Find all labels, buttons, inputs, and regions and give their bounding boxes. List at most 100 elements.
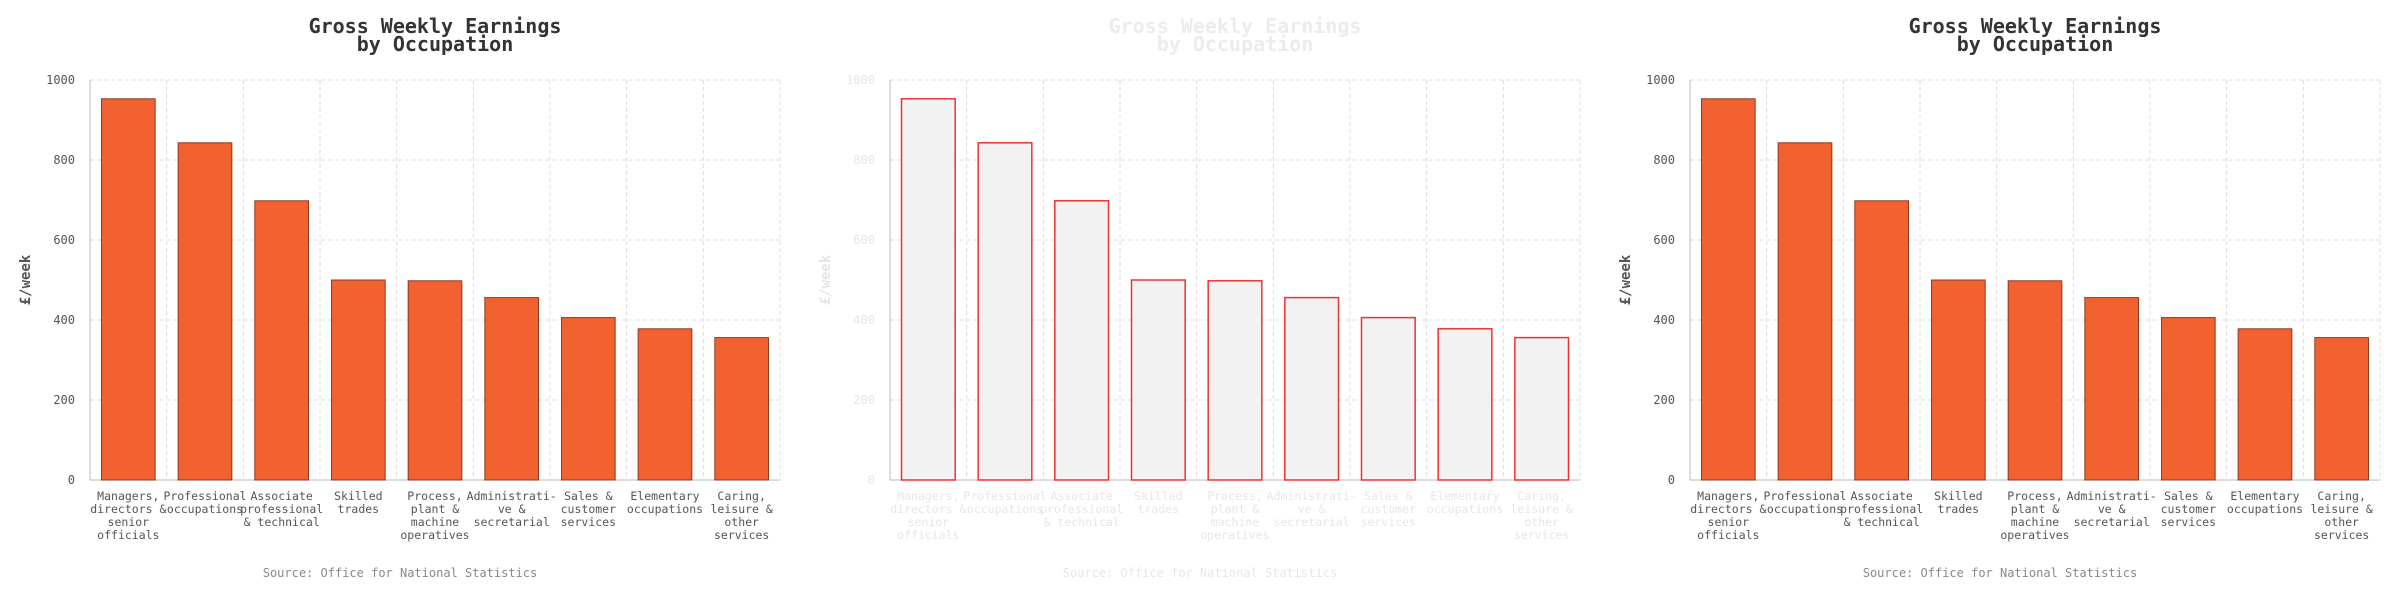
bar-left-7 (637, 328, 693, 481)
bar-left-4 (407, 280, 463, 481)
x-category-label-line: leisure & (2311, 502, 2373, 516)
chart-svg-right: Gross Weekly Earnings by Occupation 0 200 40… (1618, 14, 2381, 580)
x-category-label-line: services (1361, 515, 1416, 529)
x-category-label-line: ve & (498, 502, 526, 516)
x-category-label-line: professional (1040, 502, 1123, 516)
chart-title-line: by Occupation (357, 32, 514, 56)
x-category-label-line: Managers, (897, 489, 959, 503)
y-tick-label: 0 (868, 473, 875, 487)
bar-left-8 (714, 337, 769, 481)
chart-title-line: by Occupation (1157, 32, 1314, 56)
bar-middle-2 (1054, 200, 1110, 481)
y-axis-title: £/week (818, 254, 834, 305)
x-category-label-line: senior (108, 515, 150, 529)
x-category-label-line: Process, (2007, 489, 2062, 503)
source-caption: Source: Office for National Statistics (1063, 566, 1338, 580)
chart-svg-middle: Gross Weekly Earnings by Occupation 0 200 40… (818, 14, 1581, 580)
x-category-label-line: directors & (1690, 502, 1766, 516)
source-caption: Source: Office for National Statistics (1863, 566, 2138, 580)
x-category-label-line: machine (1211, 515, 1260, 529)
x-category-label-line: Skilled (1134, 489, 1182, 503)
x-category-label-line: Administrati- (2067, 489, 2157, 503)
x-category-label-line: & technical (1044, 515, 1120, 529)
x-category-label-line: operatives (2000, 528, 2069, 542)
x-category-label-line: Administrati- (467, 489, 557, 503)
y-tick-label: 1000 (846, 73, 875, 87)
x-category-label-line: & technical (1844, 515, 1920, 529)
x-category-label-line: officials (97, 528, 159, 542)
y-tick-label: 800 (1653, 153, 1675, 167)
x-category-label-line: machine (411, 515, 460, 529)
x-category-label: Administrati-ve & secretarial (2067, 489, 2157, 529)
x-category-label-line: Managers, (1697, 489, 1759, 503)
y-tick-label: 400 (853, 313, 875, 327)
x-category-label-line: occupations (1427, 502, 1503, 516)
x-category-label-line: operatives (400, 528, 469, 542)
y-tick-label: 0 (68, 473, 75, 487)
x-category-label-line: services (714, 528, 769, 542)
x-category-label: Sales & customer services (2161, 489, 2216, 529)
bar-right-2 (1854, 200, 1909, 481)
x-category-label: Professional occupations (1763, 489, 1846, 516)
x-category-label-line: trades (338, 502, 380, 516)
x-category-label-line: secretarial (2074, 515, 2150, 529)
x-category-label-line: occupations (967, 502, 1043, 516)
x-category-label-line: Managers, (97, 489, 159, 503)
x-category-label-line: plant & (1211, 502, 1260, 516)
x-category-label-line: leisure & (711, 502, 773, 516)
x-category-label-line: Professional (1763, 489, 1846, 503)
bar-middle-1 (977, 142, 1033, 481)
bar-middle-0 (900, 98, 956, 481)
x-category-label: Caring, leisure & other services (2311, 489, 2373, 542)
x-category-label: Skilled trades (334, 489, 382, 516)
x-category-label-line: services (1514, 528, 1569, 542)
y-tick-label: 800 (853, 153, 875, 167)
bar-middle-4 (1207, 280, 1263, 481)
bar-middle-6 (1360, 316, 1416, 481)
x-category-label-line: machine (2011, 515, 2060, 529)
x-category-label-line: occupations (627, 502, 703, 516)
bar-right-5 (2084, 297, 2140, 481)
x-category-label: Professional occupations (963, 489, 1046, 516)
x-category-label-line: officials (897, 528, 959, 542)
source-caption: Source: Office for National Statistics (263, 566, 538, 580)
x-category-label-line: services (561, 515, 616, 529)
x-category-label-line: secretarial (1274, 515, 1350, 529)
x-category-label-line: Skilled (334, 489, 382, 503)
y-tick-label: 600 (853, 233, 875, 247)
x-category-label-line: leisure & (1511, 502, 1573, 516)
x-category-label: Associate professional & technical (1840, 489, 1923, 529)
bar-right-3 (1931, 279, 1986, 481)
x-category-label: Managers, directors & senior officials (890, 489, 966, 542)
bar-middle-7 (1437, 328, 1493, 481)
x-category-label-line: other (724, 515, 759, 529)
x-category-label: Process, plant & machine operatives (400, 489, 469, 542)
bar-right-7 (2237, 328, 2293, 481)
x-category-label: Process, plant & machine operatives (1200, 489, 1269, 542)
x-category-label-line: & technical (244, 515, 320, 529)
x-category-label-line: Professional (963, 489, 1046, 503)
x-category-label-line: services (2161, 515, 2216, 529)
bar-left-0 (101, 98, 156, 481)
y-axis-title: £/week (18, 254, 34, 305)
y-tick-label: 200 (1653, 393, 1675, 407)
x-category-label-line: directors & (890, 502, 966, 516)
y-tick-label: 1000 (1646, 73, 1675, 87)
x-category-label-line: Sales & (2164, 489, 2213, 503)
x-category-label-line: senior (1708, 515, 1750, 529)
chart-title-line: Gross Weekly Earnings (1909, 14, 2162, 38)
x-category-label-line: secretarial (474, 515, 550, 529)
y-tick-label: 600 (53, 233, 75, 247)
chart-svg-left: Gross Weekly Earnings by Occupation 0 200 40… (18, 14, 781, 580)
x-category-label: Sales & customer services (561, 489, 616, 529)
chart-panel-middle: Gross Weekly Earnings by Occupation 0 200 40… (800, 0, 1600, 600)
chart-title: Gross Weekly Earnings by Occupation (1909, 14, 2162, 56)
x-category-label: Caring, leisure & other services (711, 489, 773, 542)
x-category-label-line: occupations (167, 502, 243, 516)
x-category-label-line: Professional (163, 489, 246, 503)
chart-title-line: Gross Weekly Earnings (309, 14, 562, 38)
x-category-label-line: Skilled (1934, 489, 1982, 503)
x-category-label: Caring, leisure & other services (1511, 489, 1573, 542)
bar-middle-5 (1284, 296, 1340, 481)
x-category-label-line: Associate (251, 489, 313, 503)
